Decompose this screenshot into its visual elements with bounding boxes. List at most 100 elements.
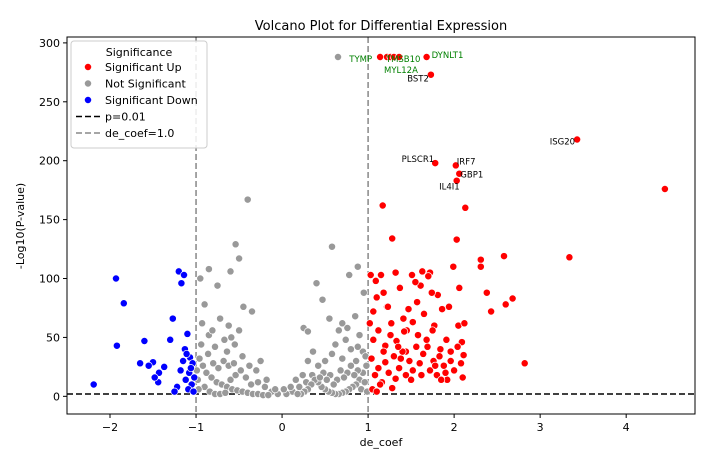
point-not-significant — [318, 295, 327, 304]
point-significant-up — [366, 271, 375, 279]
point-not-significant — [197, 340, 206, 349]
point-significant-up — [420, 309, 428, 318]
point-not-significant — [334, 326, 343, 335]
point-significant-up — [427, 288, 436, 297]
legend-title: Significance — [106, 46, 173, 59]
legend-label-p-0-01: p=0.01 — [105, 111, 146, 124]
legend-marker-not-significant — [84, 79, 92, 88]
point-significant-up — [417, 371, 426, 380]
point-significant-up — [367, 354, 376, 363]
point-significant-down — [180, 271, 188, 279]
point-significant-up — [371, 371, 379, 380]
point-significant-up — [452, 235, 461, 244]
point-not-significant — [231, 371, 240, 380]
x-axis-ticks: −2 −1 0 1 2 3 4 — [102, 414, 630, 434]
point-not-significant — [293, 390, 302, 398]
point-not-significant — [241, 373, 250, 382]
point-not-significant — [216, 314, 225, 323]
annotation-il4i1: IL4I1 — [439, 183, 460, 193]
point-significant-up — [386, 331, 395, 340]
point-significant-up — [408, 366, 417, 375]
point-not-significant — [351, 312, 360, 321]
point-not-significant — [248, 307, 256, 316]
point-significant-up — [426, 70, 435, 79]
point-significant-up — [376, 53, 385, 61]
point-significant-up — [441, 368, 450, 377]
point-significant-up — [459, 351, 468, 360]
point-significant-up — [401, 371, 410, 380]
point-not-significant — [314, 361, 323, 370]
point-significant-up — [426, 366, 434, 375]
point-not-significant — [220, 335, 229, 344]
point-not-significant — [214, 364, 223, 373]
point-not-significant — [343, 324, 352, 332]
point-not-significant — [328, 242, 336, 251]
y-tick-label: 250 — [39, 96, 60, 109]
point-significant-up — [388, 234, 397, 243]
point-not-significant — [271, 385, 280, 394]
point-not-significant — [340, 373, 348, 382]
point-significant-up — [423, 342, 432, 351]
point-significant-up — [457, 359, 465, 368]
point-significant-down — [186, 364, 195, 373]
point-significant-up — [369, 307, 378, 316]
point-significant-up — [660, 185, 669, 193]
point-not-significant — [252, 366, 261, 375]
annotation-dynlt1: DYNLT1 — [432, 51, 464, 61]
point-significant-up — [450, 366, 459, 375]
point-significant-up — [399, 314, 408, 323]
point-significant-up — [408, 271, 416, 279]
point-significant-up — [508, 294, 517, 303]
point-significant-up — [461, 203, 470, 212]
point-not-significant — [309, 347, 317, 356]
point-not-significant — [329, 380, 338, 389]
point-significant-up — [482, 288, 491, 297]
annotation-isg20: ISG20 — [550, 138, 575, 148]
point-not-significant — [303, 357, 312, 365]
point-significant-up — [372, 293, 381, 302]
point-significant-up — [405, 357, 414, 365]
legend: Significance Significant Up Not Significan… — [70, 40, 208, 149]
point-not-significant — [208, 326, 217, 335]
point-significant-up — [396, 354, 405, 363]
point-not-significant — [321, 357, 330, 365]
annotation-plscr1: PLSCR1 — [402, 155, 435, 165]
point-significant-down — [190, 373, 199, 382]
x-tick-label: −1 — [188, 421, 204, 434]
point-significant-up — [565, 253, 574, 262]
point-significant-up — [384, 368, 393, 377]
legend-label-de-coef-1-0: de_coef=1.0 — [105, 127, 174, 140]
point-not-significant — [224, 321, 233, 330]
point-significant-up — [391, 374, 400, 383]
annotation-bst2: BST2 — [407, 75, 429, 85]
point-significant-up — [446, 347, 455, 356]
point-significant-down — [179, 357, 188, 365]
point-significant-up — [404, 305, 413, 314]
point-significant-down — [119, 299, 128, 308]
point-not-significant — [245, 361, 254, 370]
point-not-significant — [346, 361, 355, 370]
point-not-significant — [209, 359, 218, 368]
x-tick-label: 2 — [451, 421, 458, 434]
point-not-significant — [303, 327, 312, 336]
point-not-significant — [262, 375, 271, 384]
point-not-significant — [226, 267, 235, 276]
point-not-significant — [227, 333, 236, 342]
annotation-tmsb10: TMSB10 — [385, 55, 421, 65]
point-significant-up — [500, 252, 508, 261]
point-significant-down — [89, 380, 98, 389]
point-not-significant — [235, 254, 244, 263]
point-significant-up — [374, 326, 383, 335]
point-significant-up — [365, 319, 374, 328]
point-significant-down — [176, 366, 185, 375]
point-not-significant — [219, 357, 228, 365]
point-significant-up — [439, 361, 448, 370]
point-significant-up — [455, 283, 464, 292]
point-significant-up — [422, 53, 431, 61]
point-significant-down — [150, 373, 159, 382]
point-not-significant — [346, 345, 355, 354]
point-not-significant — [223, 347, 231, 356]
point-not-significant — [204, 349, 213, 358]
point-significant-up — [372, 387, 381, 396]
point-significant-up — [371, 276, 380, 285]
